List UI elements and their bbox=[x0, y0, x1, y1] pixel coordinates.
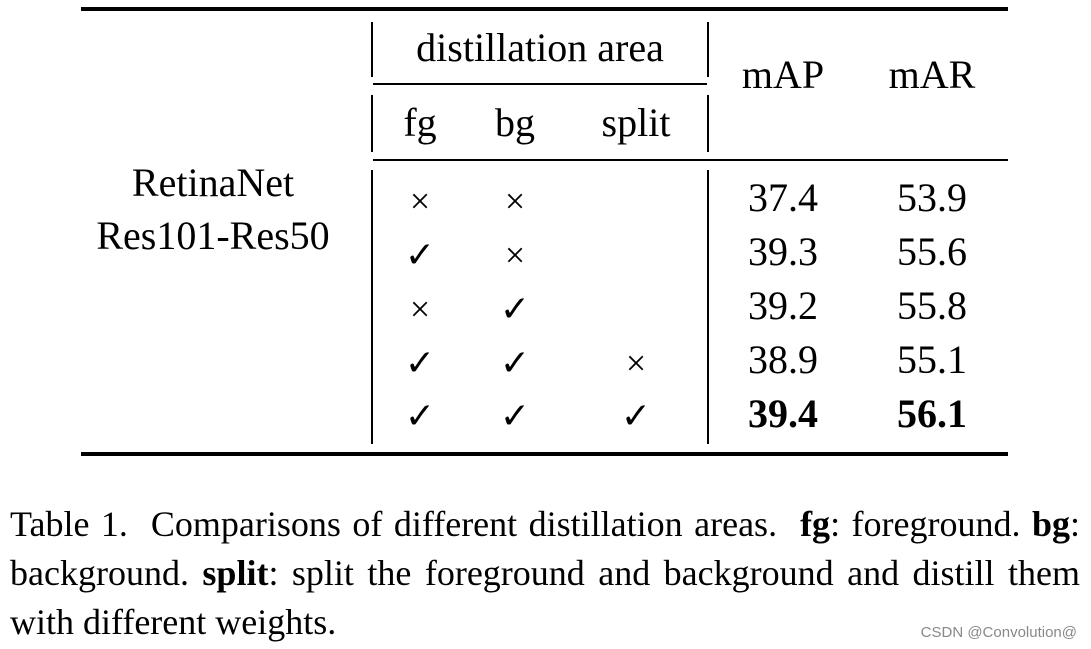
left-vertical-rule-mid bbox=[371, 95, 373, 152]
caption-split-def: : split the foreground and background an… bbox=[10, 553, 1080, 642]
left-vertical-rule-body bbox=[371, 170, 373, 444]
right-vertical-rule-top bbox=[707, 22, 709, 77]
cell-fg: ✓ bbox=[404, 396, 436, 436]
cell-map-best: 39.4 bbox=[748, 391, 818, 436]
cell-map: 39.2 bbox=[748, 283, 818, 328]
header-mid-rule bbox=[373, 159, 1008, 161]
caption-prefix: Table 1. bbox=[10, 504, 128, 544]
cell-fg: × bbox=[409, 181, 431, 221]
col-header-split: split bbox=[601, 100, 671, 145]
table-bottom-rule bbox=[81, 452, 1008, 456]
cell-bg: × bbox=[504, 181, 526, 221]
left-vertical-rule-top bbox=[371, 22, 373, 77]
watermark: CSDN @Convolution@ bbox=[920, 624, 1077, 641]
cell-mar: 55.8 bbox=[897, 283, 967, 328]
caption-fg-def: : foreground. bbox=[830, 504, 1021, 544]
cell-map: 37.4 bbox=[748, 175, 818, 220]
caption-bg-term: bg bbox=[1032, 504, 1071, 544]
cell-mar: 53.9 bbox=[897, 175, 967, 220]
caption-bg-def: : background. bbox=[10, 504, 1081, 593]
col-header-fg: fg bbox=[403, 100, 437, 145]
cell-map: 38.9 bbox=[748, 337, 818, 382]
cell-bg: ✓ bbox=[499, 289, 531, 329]
caption-fg-term: fg bbox=[800, 504, 831, 544]
cell-mar-best: 56.1 bbox=[897, 391, 967, 436]
cell-fg: ✓ bbox=[404, 343, 436, 383]
cell-fg: × bbox=[409, 289, 431, 329]
cell-split: ✓ bbox=[620, 396, 652, 436]
cell-bg: ✓ bbox=[499, 396, 531, 436]
cell-fg: ✓ bbox=[404, 235, 436, 275]
col-header-bg: bg bbox=[495, 100, 535, 145]
table-caption: Table 1. Comparisons of different distil… bbox=[10, 500, 1080, 647]
model-name-line1: RetinaNet bbox=[131, 160, 295, 205]
cell-map: 39.3 bbox=[748, 229, 818, 274]
cell-bg: × bbox=[504, 235, 526, 275]
group-header-underline bbox=[373, 83, 707, 85]
table-top-rule bbox=[81, 7, 1008, 11]
right-vertical-rule-body bbox=[707, 170, 709, 444]
cell-mar: 55.6 bbox=[897, 229, 967, 274]
cell-bg: ✓ bbox=[499, 343, 531, 383]
col-header-map: mAP bbox=[741, 52, 825, 97]
cell-mar: 55.1 bbox=[897, 337, 967, 382]
distillation-area-header: distillation area bbox=[416, 25, 664, 70]
right-vertical-rule-mid bbox=[707, 95, 709, 152]
model-name-line2: Res101-Res50 bbox=[96, 213, 330, 258]
col-header-mar: mAR bbox=[888, 52, 976, 97]
caption-text: Comparisons of different distillation ar… bbox=[150, 504, 778, 544]
caption-split-term: split bbox=[202, 553, 269, 593]
cell-split: × bbox=[625, 343, 647, 383]
